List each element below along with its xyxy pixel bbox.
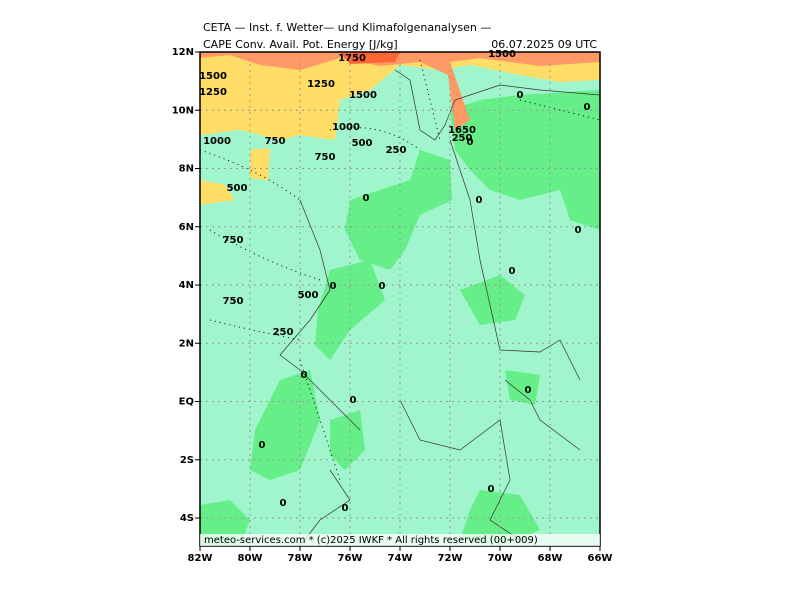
lon-label: 70W (488, 553, 513, 564)
contour-label: 750 (265, 136, 286, 147)
contour-label: 1000 (332, 122, 360, 133)
footer: meteo-services.com * (c)2025 IWKF * All … (204, 535, 538, 546)
lon-label: 74W (388, 553, 413, 564)
lon-label: 82W (188, 553, 213, 564)
contour-label: 250 (273, 327, 294, 338)
lat-label: 2S (180, 455, 194, 466)
lon-label: 72W (438, 553, 463, 564)
lon-label: 66W (588, 553, 613, 564)
map: meteo-services.com * (c)2025 IWKF * All … (199, 51, 601, 547)
lon-label: 76W (338, 553, 363, 564)
lat-label: 4N (179, 280, 194, 291)
lat-label: EQ (179, 397, 194, 408)
contour-label: 500 (298, 290, 319, 301)
contour-label: 1750 (338, 53, 366, 64)
contour-label: 0 (575, 225, 582, 236)
contour-label: 0 (488, 484, 495, 495)
contour-label: 1500 (488, 49, 516, 60)
contour-label: 0 (517, 90, 524, 101)
contour-label: 0 (525, 385, 532, 396)
contour-labels: 1750 1500 1500 1250 1250 1500 0 0 1000 1… (199, 49, 590, 514)
contour-label: 1500 (199, 71, 227, 82)
lon-label: 68W (538, 553, 563, 564)
lat-label: 10N (172, 105, 194, 116)
cape-red-area (340, 52, 400, 64)
contour-label: 1000 (203, 136, 231, 147)
contour-label: 750 (223, 296, 244, 307)
contour-label: 0 (259, 440, 266, 451)
contour-label: 1250 (307, 79, 335, 90)
parameter: CAPE Conv. Avail. Pot. Energy [J/kg] (203, 38, 398, 51)
contour-label: 0 (379, 281, 386, 292)
contour-label: 1650 (448, 125, 476, 136)
lon-label: 80W (238, 553, 263, 564)
footer-box (200, 534, 600, 546)
contour-label: 750 (315, 152, 336, 163)
cape-yellow-patch (200, 148, 270, 205)
contour-label: 0 (330, 281, 337, 292)
cape-orange-area (200, 52, 600, 130)
contour-label: 1500 (349, 90, 377, 101)
contour-label: 250 (386, 145, 407, 156)
graticule (200, 52, 600, 546)
contour-label: 1250 (199, 87, 227, 98)
valid-time: 06.07.2025 09 UTC (491, 38, 597, 51)
contour-label: 500 (227, 183, 248, 194)
contour-label: 0 (363, 193, 370, 204)
contour-label: 0 (342, 503, 349, 514)
lat-label: 2N (179, 338, 194, 349)
contour-label: 0 (467, 137, 474, 148)
lat-label: 8N (179, 164, 194, 175)
contour-label: 250 (452, 133, 473, 144)
contour-label: 0 (509, 266, 516, 277)
contour-label: 0 (584, 102, 591, 113)
title: CETA — Inst. f. Wetter— und Klimafolgena… (203, 21, 491, 34)
lat-label: 12N (172, 47, 194, 58)
lat-label: 6N (179, 222, 194, 233)
contour-label: 750 (223, 235, 244, 246)
contour-label: 0 (476, 195, 483, 206)
contour-label: 0 (280, 498, 287, 509)
axes: 12N 10N 8N 6N 4N 2N EQ 2S 4S 82W 80W 78W 76W 74W 72W 70… (172, 47, 613, 564)
lat-label: 4S (180, 513, 194, 524)
lon-label: 78W (288, 553, 313, 564)
contour-label: 0 (301, 370, 308, 381)
contour-label: 0 (350, 395, 357, 406)
contour-label: 500 (352, 138, 373, 149)
